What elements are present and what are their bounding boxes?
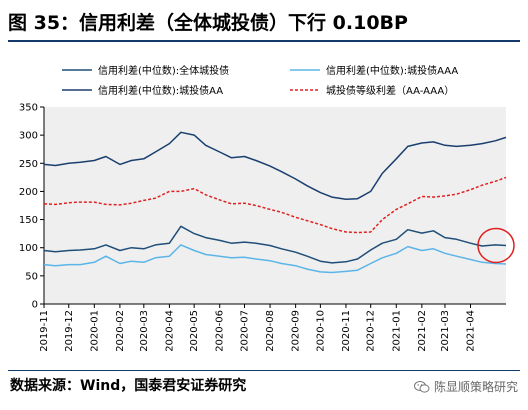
footer-rule — [8, 370, 520, 371]
series-line-2 — [43, 244, 507, 274]
x-tick-label: 2020-11 — [341, 310, 352, 352]
legend-label: 信用利差(中位数):全体城投债 — [98, 64, 229, 77]
x-tick-label: 2021-01 — [391, 310, 402, 352]
figure-title: 图 35：信用利差（全体城投债）下行 0.10BP — [8, 12, 408, 34]
x-tick-label: 2020-09 — [291, 310, 302, 352]
watermark: 陈显顺策略研究 — [413, 378, 518, 395]
x-tick-label: 2020-02 — [115, 310, 126, 352]
x-axis: 2019-11 2019-12 2020-01 2020-02 2020-03 2020-… — [39, 303, 506, 352]
source-note: 数据来源：Wind，国泰君安证券研究 — [10, 378, 247, 394]
y-tick-label: 200 — [19, 187, 38, 198]
y-tick-label: 300 — [19, 131, 38, 142]
y-tick-label: 0 — [32, 300, 38, 311]
line-chart: 信用利差(中位数):全体城投债 信用利差(中位数):城投债AAA 信用利差(中位数)… — [19, 64, 515, 352]
x-tick-label: 2020-03 — [139, 310, 150, 352]
x-tick-label: 2019-11 — [39, 310, 50, 352]
legend-label: 信用利差(中位数):城投债AAA — [326, 64, 458, 77]
x-tick-label: 2020-12 — [366, 310, 377, 352]
annotation-layer — [477, 227, 515, 264]
y-tick-label: 250 — [19, 159, 38, 170]
title-rule — [8, 40, 520, 42]
x-tick-label: 2021-03 — [440, 310, 451, 352]
x-tick-label: 2021-02 — [417, 310, 428, 352]
y-axis: 0 50 100 150 200 250 300 350 — [19, 103, 45, 311]
series-line-1 — [43, 225, 507, 264]
red-circle-highlight — [477, 227, 515, 264]
y-tick-label: 150 — [19, 215, 38, 226]
y-tick-label: 100 — [19, 243, 38, 254]
y-tick-label: 50 — [25, 271, 38, 282]
x-tick-label: 2020-06 — [215, 310, 226, 352]
y-tick-label: 350 — [19, 103, 38, 114]
plot-area — [44, 107, 506, 304]
legend-label: 城投债等级利差（AA-AAA） — [326, 84, 454, 97]
legend-label: 信用利差(中位数):城投债AA — [98, 84, 223, 97]
x-tick-label: 2019-12 — [64, 310, 75, 352]
series-layer — [43, 131, 507, 274]
legend: 信用利差(中位数):全体城投债 信用利差(中位数):城投债AAA 信用利差(中位数)… — [62, 64, 458, 97]
x-tick-label: 2020-07 — [239, 310, 250, 352]
watermark-text: 陈显顺策略研究 — [433, 380, 518, 394]
x-tick-label: 2020-05 — [189, 310, 200, 352]
x-tick-label: 2020-08 — [265, 310, 276, 352]
wechat-icon — [413, 380, 430, 393]
x-tick-label: 2020-01 — [89, 310, 100, 352]
x-tick-label: 2020-10 — [315, 310, 326, 352]
x-tick-label: 2021-04 — [466, 310, 477, 352]
series-line-3 — [43, 131, 507, 201]
x-tick-label: 2020-04 — [164, 310, 175, 352]
